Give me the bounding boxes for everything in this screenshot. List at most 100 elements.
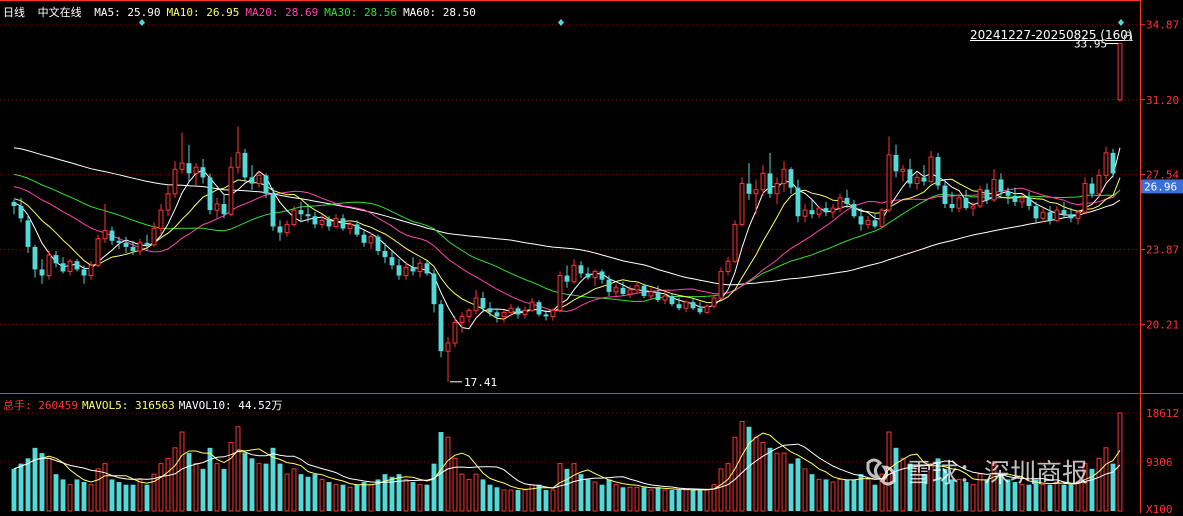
- volume-bar: [249, 458, 255, 511]
- volume-bar: [1033, 479, 1039, 511]
- volume-bar: [921, 474, 927, 511]
- candle-body: [249, 177, 255, 184]
- candle-body: [333, 217, 339, 227]
- volume-bar: [375, 479, 381, 511]
- volume-bar: [774, 452, 780, 512]
- volume-bar: [333, 484, 339, 512]
- ma5-line: [13, 147, 1121, 330]
- candle-body: [445, 342, 451, 352]
- volume-bar: [88, 484, 94, 512]
- candle-body: [613, 287, 619, 293]
- volume-bar: [802, 468, 808, 512]
- volume-bar: [179, 431, 185, 512]
- volume-bar: [95, 468, 101, 512]
- date-range-label[interactable]: 20241227-20250825 (160): [970, 28, 1133, 42]
- candle-body: [396, 265, 402, 276]
- candle-body: [508, 307, 514, 313]
- volume-bar: [788, 463, 794, 511]
- ma-legend-item: MA10: 26.95: [166, 6, 240, 19]
- volume-bar: [515, 489, 521, 511]
- candle-body: [865, 219, 871, 225]
- candle-body: [25, 220, 31, 247]
- price-tick-label: 27.54: [1146, 169, 1179, 182]
- watermark: 雪球：深圳商报: [906, 459, 1089, 489]
- volume-tick-label: 18612: [1146, 407, 1179, 420]
- volume-bar: [1096, 457, 1102, 512]
- mavol5-line: [13, 432, 1121, 491]
- volume-bar: [396, 474, 402, 511]
- volume-bar: [46, 457, 52, 512]
- period-label[interactable]: 日线: [3, 6, 25, 19]
- volume-bar: [32, 447, 38, 511]
- volume-bar: [690, 489, 696, 511]
- candle-body: [984, 189, 990, 200]
- volume-bar: [53, 474, 59, 511]
- candle-body: [1103, 152, 1109, 176]
- volume-bar: [508, 489, 514, 512]
- candle-body: [1096, 174, 1102, 195]
- volume-bar: [851, 479, 857, 511]
- volume-bar: [1082, 463, 1088, 512]
- volume-bar: [1075, 481, 1081, 512]
- volume-bar: [452, 457, 458, 512]
- volume-bar: [270, 447, 276, 511]
- candle-body: [67, 260, 73, 272]
- volume-bar: [676, 489, 682, 511]
- event-diamond-icon: [1118, 19, 1124, 26]
- candle-body: [536, 302, 542, 315]
- candle-body: [312, 216, 318, 225]
- candle-body: [340, 218, 346, 229]
- price-tick-label: 34.87: [1146, 19, 1179, 32]
- volume-bar: [361, 482, 367, 511]
- volume-bar: [592, 481, 598, 512]
- ma-legend-item: MA30: 28.56: [324, 6, 398, 19]
- candle-body: [1054, 209, 1060, 221]
- volume-bar: [193, 463, 199, 512]
- candle-body: [844, 197, 850, 204]
- lock-icon[interactable]: [1123, 31, 1133, 41]
- candle-body: [109, 230, 115, 241]
- candle-body: [515, 308, 521, 315]
- volume-bar: [74, 479, 80, 511]
- low-price-label: 17.41: [464, 376, 497, 389]
- price-tick-label: 31.20: [1146, 94, 1179, 107]
- volume-bar: [522, 489, 528, 512]
- candle-body: [872, 220, 878, 227]
- candle-body: [907, 169, 913, 184]
- candle-body: [18, 206, 24, 219]
- volume-bar: [578, 474, 584, 511]
- volume-bar: [550, 489, 556, 512]
- volume-bar: [823, 479, 829, 511]
- mavol10-line: [13, 443, 1121, 490]
- candle-body: [627, 289, 633, 295]
- candle-body: [326, 220, 332, 227]
- volume-bar: [1005, 479, 1011, 511]
- volume-bar: [256, 463, 262, 512]
- candle-body: [1110, 152, 1116, 174]
- volume-bar: [830, 481, 836, 512]
- candle-body: [697, 308, 703, 313]
- candle-body: [529, 301, 535, 311]
- candle-body: [879, 209, 885, 227]
- candle-body: [165, 193, 171, 211]
- ma-legend-item: MA20: 28.69: [245, 6, 319, 19]
- volume-bar: [767, 447, 773, 511]
- candle-body: [277, 226, 283, 233]
- candle-body: [1026, 197, 1032, 207]
- candle-body: [788, 169, 794, 188]
- candle-body: [1089, 183, 1095, 194]
- candle-body: [774, 183, 780, 195]
- candle-body: [739, 183, 745, 225]
- volume-bar: [1047, 484, 1053, 511]
- volume-bar: [865, 478, 871, 512]
- volume-bar: [606, 479, 612, 511]
- volume-bar: [809, 474, 815, 511]
- volume-bar: [1019, 484, 1025, 512]
- candle-body: [683, 301, 689, 309]
- volume-bar: [186, 453, 192, 511]
- volume-bar: [326, 482, 332, 511]
- volume-bar: [683, 489, 689, 512]
- candle-body: [403, 266, 409, 277]
- volume-bar: [67, 484, 73, 512]
- candle-body: [207, 177, 213, 211]
